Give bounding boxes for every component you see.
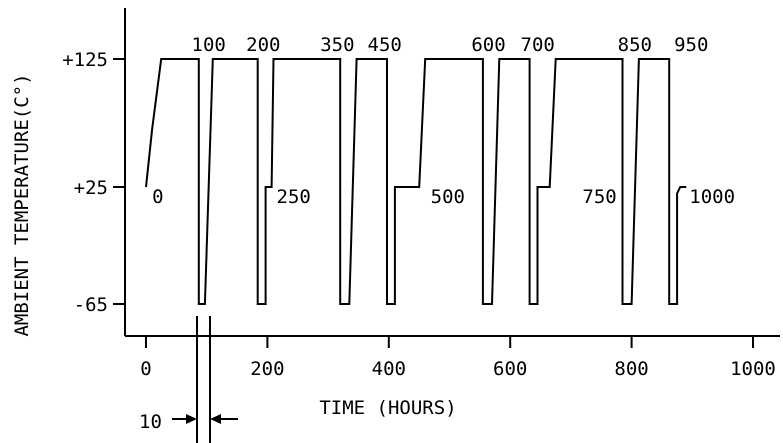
hour-annotation: 0 <box>152 186 163 208</box>
hour-annotation: 950 <box>674 34 708 56</box>
y-tick-label: +25 <box>74 177 108 199</box>
hour-annotation: 500 <box>431 186 465 208</box>
x-ticks: 0 200 400 600 800 1000 <box>140 336 776 380</box>
y-axis-label: AMBIENT TEMPERATURE(C°) <box>11 73 33 336</box>
hour-annotation: 200 <box>246 34 280 56</box>
hour-annotation: 850 <box>618 34 652 56</box>
dimension-label: 10 <box>139 411 162 433</box>
x-tick-label: 0 <box>140 358 151 380</box>
y-tick-label: +125 <box>62 49 108 71</box>
hour-annotation: 450 <box>368 34 402 56</box>
y-ticks: +125 +25 -65 <box>62 49 125 316</box>
x-axis-label: TIME (HOURS) <box>319 397 456 419</box>
series-layer <box>145 58 687 305</box>
x-tick-label: 400 <box>372 358 406 380</box>
hour-annotation: 100 <box>192 34 226 56</box>
x-tick-label: 1000 <box>730 358 776 380</box>
y-tick-label: -65 <box>74 294 108 316</box>
x-tick-label: 600 <box>493 358 527 380</box>
hour-annotation: 700 <box>521 34 555 56</box>
x-tick-label: 800 <box>614 358 648 380</box>
hour-annotation: 1000 <box>689 186 735 208</box>
hour-annotation: 600 <box>471 34 505 56</box>
hour-annotation: 750 <box>582 186 616 208</box>
temperature-trace <box>145 58 687 305</box>
annotations-layer: 0 100 200 250 350 450 500 600 700 750 850 950 1000 <box>152 34 735 208</box>
x-tick-label: 200 <box>250 358 284 380</box>
dimension-left-arrow-head <box>186 414 197 424</box>
dimension-right-arrow-head <box>210 414 221 424</box>
hour-annotation: 250 <box>277 186 311 208</box>
hour-annotation: 350 <box>320 34 354 56</box>
dimension-marker: 10 <box>139 316 238 443</box>
